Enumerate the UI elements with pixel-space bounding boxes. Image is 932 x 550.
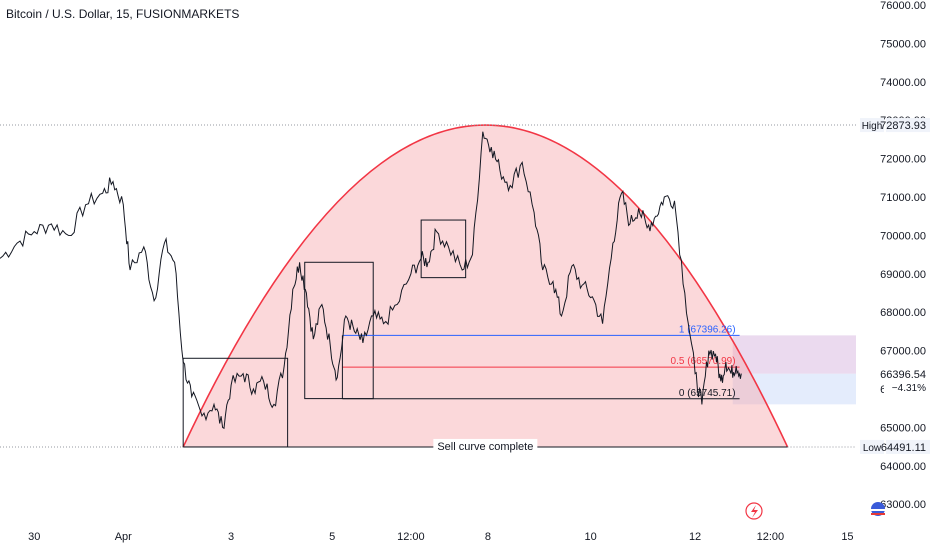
low-badge	[860, 439, 884, 454]
range-box	[420, 219, 467, 279]
high-value-label: 72873.93	[880, 120, 926, 132]
price-tag-value: 66396.54	[880, 369, 926, 381]
y-tick-label: 63000.00	[880, 499, 926, 511]
chart-title: Bitcoin / U.S. Dollar, 15, FUSIONMARKETS	[6, 7, 240, 21]
x-tick-label: 12:00	[397, 531, 425, 543]
curve-label: Sell curve complete	[437, 441, 533, 453]
price-series	[0, 131, 742, 430]
x-tick-label: 3	[228, 531, 234, 543]
low-value-label: 64491.11	[881, 442, 926, 454]
time-axis[interactable]: 30 Apr 3 5 12:00 8 10 12 12:00 15	[28, 531, 853, 543]
x-tick-label: 15	[841, 531, 853, 543]
high-badge	[860, 118, 884, 133]
zone-rect	[732, 335, 856, 374]
y-tick-label: 76000.00	[880, 0, 926, 12]
y-tick-label: 70000.00	[880, 230, 926, 242]
low-badge-label: Low	[863, 443, 882, 454]
x-tick-label: 12:00	[757, 531, 785, 543]
axis-icons	[745, 502, 885, 520]
x-tick-label: 10	[585, 531, 597, 543]
price-tag-change: −4.31%	[892, 383, 926, 394]
sell-curve	[182, 124, 789, 448]
range-box	[304, 261, 374, 400]
high-badge-label: High	[862, 121, 883, 132]
fib-label: 0.5 (66570.99)	[671, 356, 736, 367]
y-tick-label: 64000.00	[880, 461, 926, 473]
high-value-tag	[886, 118, 930, 133]
fib-retracement: 1 (67396.26) 0.5 (66570.99) 0 (65745.71)	[341, 324, 740, 400]
series-line	[0, 131, 742, 430]
x-tick-label: 5	[329, 531, 335, 543]
lightning-icon[interactable]	[745, 502, 763, 520]
zones-layer	[732, 335, 856, 405]
low-value-tag	[886, 439, 930, 454]
y-tick-label: 68000.00	[880, 307, 926, 319]
x-tick-label: 30	[28, 531, 40, 543]
y-tick-label: 69000.00	[880, 269, 926, 281]
y-tick-label: 72000.00	[880, 154, 926, 166]
curve-label-bg	[433, 438, 538, 453]
x-tick-label: 8	[485, 531, 491, 543]
y-tick-label: 71000.00	[880, 192, 926, 204]
x-tick-label: Apr	[115, 531, 132, 543]
curve-stroke	[182, 124, 789, 448]
high-low-lines: Sell curve complete	[0, 124, 856, 453]
flag-icon	[871, 502, 885, 516]
fib-label: 0 (65745.71)	[679, 388, 736, 399]
y-tick-label: 75000.00	[880, 38, 926, 50]
price-axis[interactable]: 63000.0064000.0065000.0066000.0067000.00…	[860, 0, 930, 511]
price-tag	[884, 366, 930, 395]
y-tick-label: 67000.00	[880, 346, 926, 358]
x-tick-label: 12	[689, 531, 701, 543]
y-tick-label: 74000.00	[880, 77, 926, 89]
fib-label: 1 (67396.26)	[679, 324, 736, 335]
y-tick-label: 65000.00	[880, 422, 926, 434]
